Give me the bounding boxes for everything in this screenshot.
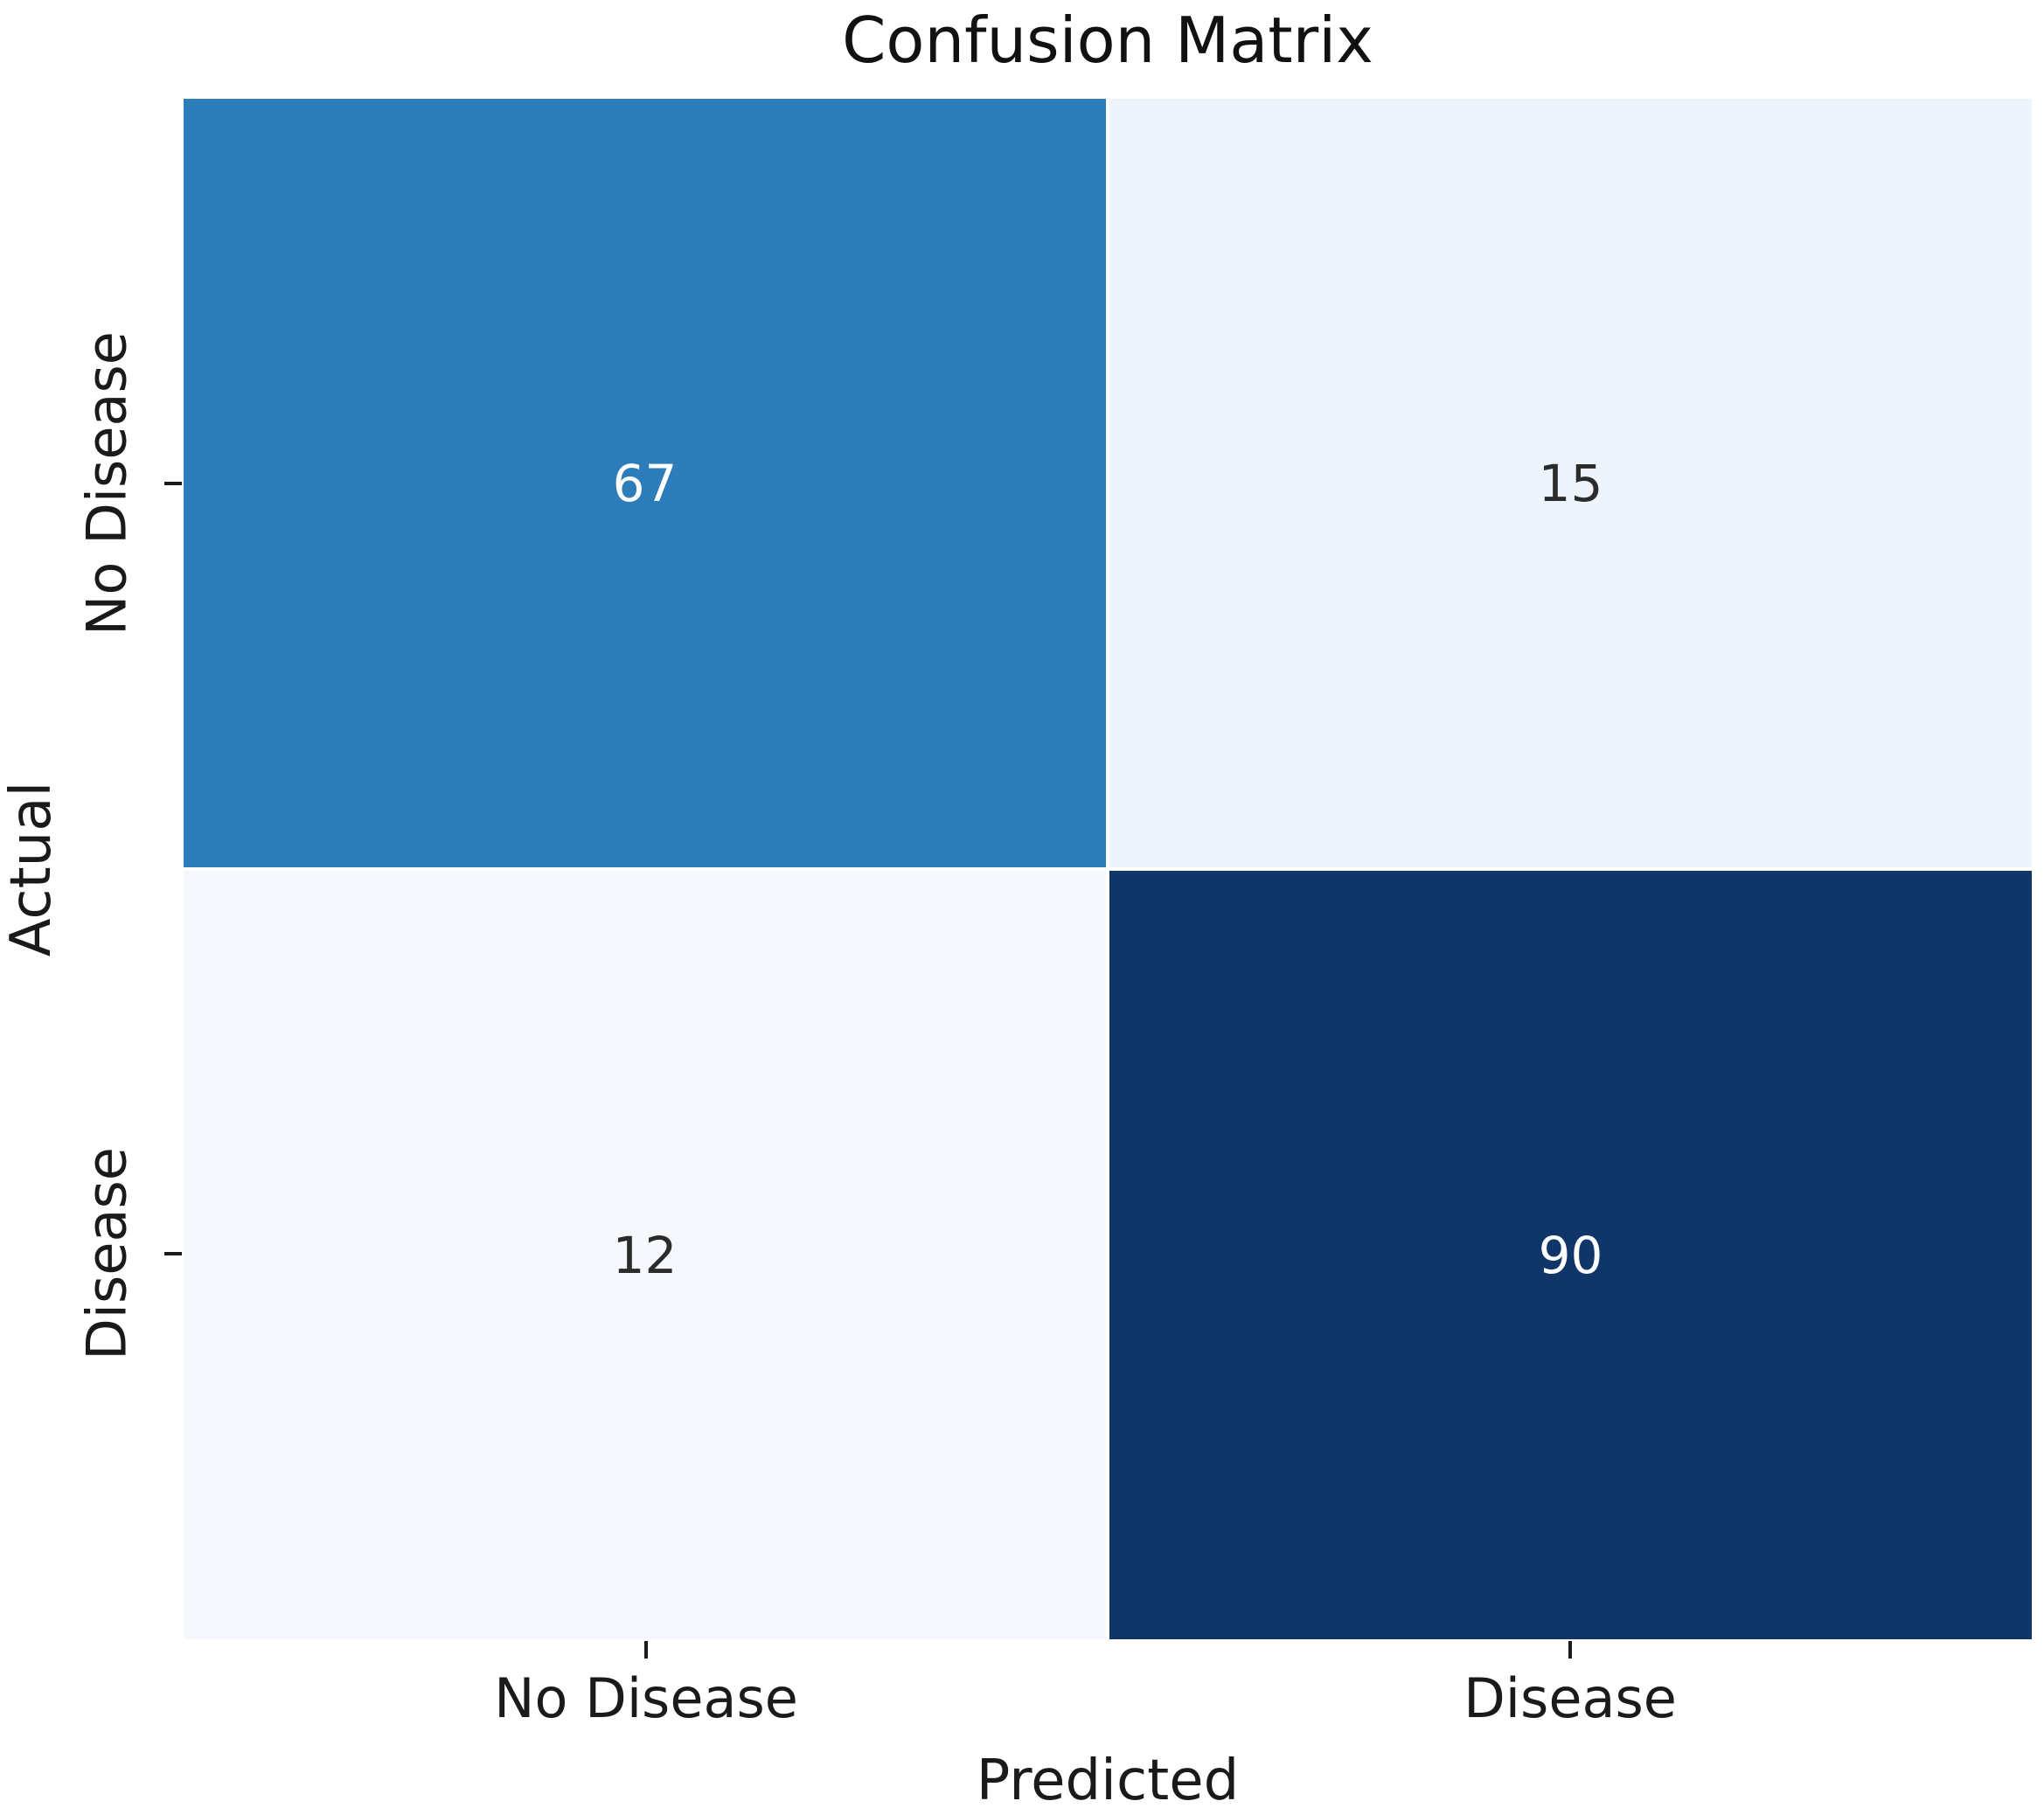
- cell-value: 15: [1538, 453, 1603, 513]
- confusion-matrix-heatmap: 67 15 12 90: [184, 99, 2032, 1639]
- cell-value: 12: [612, 1225, 678, 1285]
- x-tick-mark-disease: [1568, 1641, 1572, 1659]
- x-tick-label-no-disease: No Disease: [494, 1666, 798, 1730]
- y-axis-label: Actual: [0, 781, 64, 957]
- cell-actual-disease-pred-no-disease: 12: [184, 871, 1106, 1639]
- y-tick-label-no-disease: No Disease: [74, 331, 139, 636]
- y-tick-label-disease: Disease: [74, 1147, 139, 1360]
- chart-title: Confusion Matrix: [842, 3, 1373, 77]
- y-tick-mark-no-disease: [164, 482, 182, 485]
- x-tick-mark-no-disease: [644, 1641, 648, 1659]
- cell-actual-no-disease-pred-disease: 15: [1109, 99, 2032, 867]
- cell-actual-disease-pred-disease: 90: [1109, 871, 2032, 1639]
- x-tick-label-disease: Disease: [1463, 1666, 1677, 1730]
- cell-value: 67: [612, 453, 678, 513]
- cell-value: 90: [1538, 1225, 1603, 1285]
- x-axis-label: Predicted: [976, 1749, 1240, 1813]
- y-tick-mark-disease: [164, 1252, 182, 1255]
- cell-actual-no-disease-pred-no-disease: 67: [184, 99, 1106, 867]
